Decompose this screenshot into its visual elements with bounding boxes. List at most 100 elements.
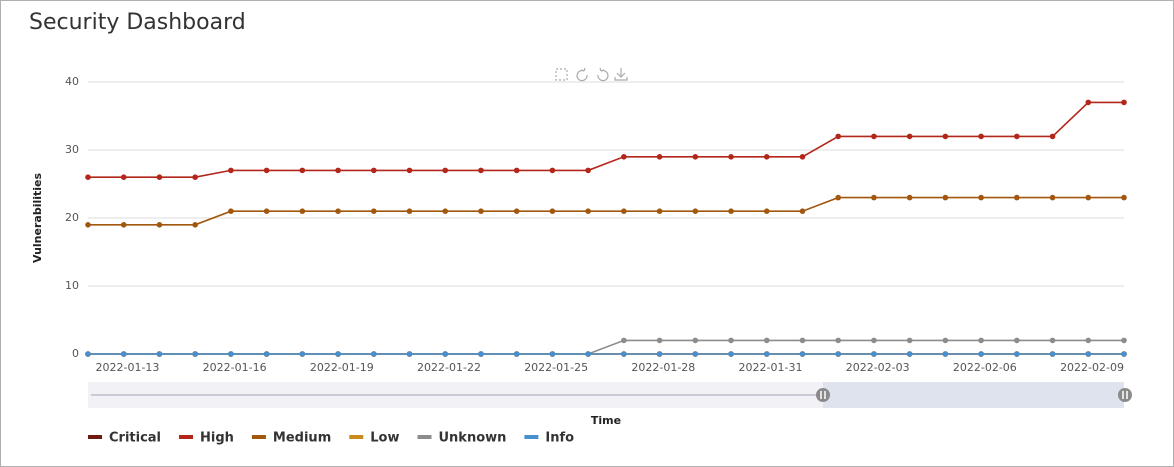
legend-item[interactable]: Low	[349, 431, 399, 446]
data-point	[835, 351, 842, 357]
data-point	[1121, 99, 1127, 106]
legend-label: Info	[545, 431, 574, 446]
data-point	[656, 351, 663, 357]
data-point	[1085, 351, 1092, 357]
data-point	[799, 208, 806, 214]
x-tick-label: 2022-02-03	[846, 361, 910, 374]
y-tick-label: 10	[65, 279, 79, 292]
data-point	[1049, 194, 1056, 201]
x-tick-label: 2022-01-22	[417, 361, 481, 374]
data-point	[942, 351, 949, 357]
data-point	[763, 208, 770, 214]
data-point	[621, 351, 627, 357]
legend-item[interactable]: Critical	[88, 431, 161, 446]
legend-label: Medium	[273, 431, 331, 446]
data-point	[906, 351, 913, 357]
data-point	[442, 167, 449, 174]
data-point	[871, 351, 877, 357]
data-point	[478, 208, 484, 214]
data-point	[85, 174, 91, 180]
data-point	[406, 167, 413, 174]
legend-label: Low	[370, 431, 399, 446]
legend-swatch	[179, 435, 194, 439]
data-point	[228, 167, 234, 174]
data-point	[942, 194, 949, 201]
data-point	[621, 337, 627, 344]
legend-swatch	[349, 435, 364, 439]
data-point	[228, 208, 234, 214]
x-tick-label: 2022-01-16	[203, 361, 267, 374]
data-point	[871, 133, 877, 140]
data-point	[299, 208, 306, 214]
data-point	[871, 337, 877, 344]
data-point	[978, 337, 984, 344]
data-point	[228, 351, 234, 357]
data-point	[335, 351, 341, 357]
data-point	[585, 208, 591, 214]
data-point	[906, 337, 913, 344]
legend-swatch	[88, 435, 102, 439]
series-line	[88, 196, 1124, 226]
data-point	[513, 167, 520, 174]
data-point	[335, 167, 341, 174]
data-point	[263, 167, 270, 174]
data-point	[942, 133, 949, 140]
data-point	[763, 154, 770, 160]
legend-item[interactable]: Medium	[251, 431, 331, 446]
legend-label: Critical	[109, 431, 161, 446]
data-point	[906, 194, 913, 201]
data-point	[1121, 337, 1127, 344]
legend-swatch	[251, 435, 266, 439]
data-point	[370, 167, 377, 174]
data-point	[263, 351, 270, 357]
data-point	[120, 351, 127, 357]
data-point	[585, 351, 591, 357]
x-tick-label: 2022-02-06	[953, 361, 1017, 374]
legend-item[interactable]: Info	[524, 431, 574, 446]
series	[85, 351, 1127, 357]
data-point	[370, 351, 377, 357]
x-tick-label: 2022-02-09	[1060, 361, 1124, 374]
x-tick-label: 2022-01-28	[631, 361, 695, 374]
data-point	[763, 337, 770, 344]
data-point	[1049, 351, 1056, 357]
data-point	[192, 222, 198, 228]
series-line	[88, 339, 1124, 355]
data-point	[728, 208, 734, 214]
y-tick-label: 0	[72, 347, 79, 360]
series	[85, 194, 1127, 228]
data-point	[906, 133, 913, 140]
data-point	[1049, 337, 1056, 344]
data-point	[728, 337, 734, 344]
data-point	[442, 208, 449, 214]
data-point	[85, 351, 91, 357]
toolbox[interactable]	[555, 67, 628, 82]
legend-label: High	[200, 431, 234, 446]
y-tick-label: 20	[65, 211, 79, 224]
data-point	[1014, 194, 1020, 201]
data-point	[370, 208, 377, 214]
series-line	[88, 101, 1124, 178]
zoom-slider[interactable]	[88, 382, 1132, 408]
series	[85, 99, 1127, 180]
x-tick-label: 2022-01-19	[310, 361, 374, 374]
data-point	[1121, 194, 1127, 201]
data-point	[406, 351, 413, 357]
legend-swatch	[524, 435, 539, 439]
data-point	[799, 351, 806, 357]
data-point	[85, 222, 91, 228]
data-point	[1121, 351, 1127, 357]
legend-item[interactable]: Unknown	[417, 431, 506, 446]
data-point	[692, 337, 699, 344]
legend-label: Unknown	[438, 431, 506, 446]
data-point	[120, 174, 127, 180]
data-point	[871, 194, 877, 201]
data-point	[549, 351, 556, 357]
x-tick-label: 2022-01-31	[739, 361, 803, 374]
legend-item[interactable]: High	[179, 431, 234, 446]
data-point	[1049, 133, 1056, 140]
data-point	[1014, 337, 1020, 344]
data-point	[192, 174, 198, 180]
